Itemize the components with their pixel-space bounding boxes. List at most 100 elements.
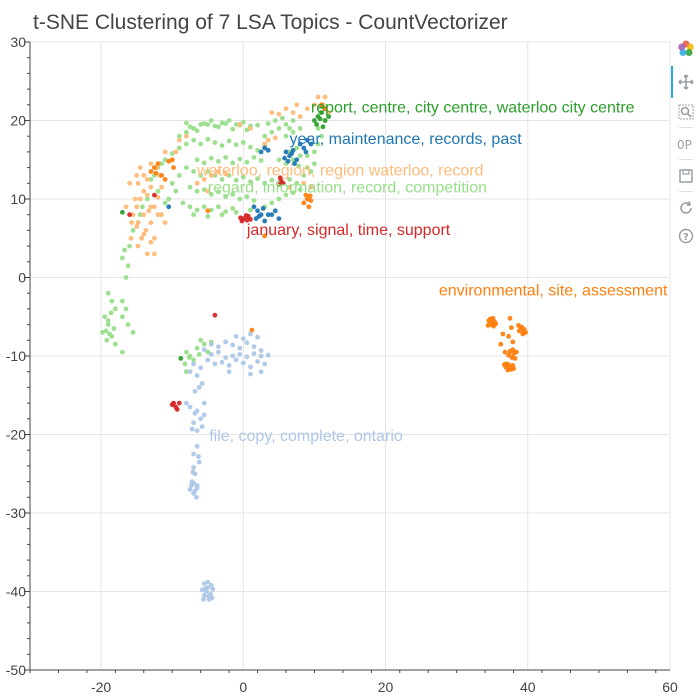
data-point xyxy=(219,359,225,365)
data-point xyxy=(152,192,157,198)
data-point xyxy=(244,354,250,360)
data-point xyxy=(308,184,314,190)
data-point xyxy=(148,169,154,174)
data-point xyxy=(262,180,268,186)
data-point xyxy=(319,133,324,139)
data-point xyxy=(141,173,147,178)
data-point xyxy=(294,102,300,108)
data-point xyxy=(105,322,111,327)
data-point xyxy=(219,143,225,149)
data-point xyxy=(223,194,229,200)
data-point xyxy=(212,140,218,145)
data-point xyxy=(162,149,168,155)
data-point xyxy=(276,216,282,222)
data-point xyxy=(240,119,246,125)
data-point xyxy=(237,345,243,351)
data-point xyxy=(144,196,150,202)
reset-tool-icon[interactable] xyxy=(675,197,697,219)
data-points xyxy=(100,94,528,602)
data-point xyxy=(152,251,157,257)
data-point xyxy=(262,361,268,367)
x-tick-label: -20 xyxy=(91,679,111,695)
data-point xyxy=(262,145,268,151)
data-point xyxy=(255,359,260,364)
data-point xyxy=(191,420,197,426)
data-point xyxy=(194,157,200,163)
data-point xyxy=(514,349,519,355)
data-point xyxy=(304,153,310,159)
data-point xyxy=(192,488,198,494)
data-point xyxy=(123,204,129,210)
data-point xyxy=(244,159,250,165)
data-point xyxy=(201,177,207,182)
pan-tool-icon[interactable] xyxy=(675,71,697,93)
data-point xyxy=(176,145,182,151)
data-point xyxy=(251,344,257,349)
data-point xyxy=(105,290,111,296)
data-point xyxy=(248,207,253,213)
box-zoom-tool-icon[interactable] xyxy=(675,101,697,123)
data-point xyxy=(205,349,211,355)
data-point xyxy=(205,122,211,127)
data-point xyxy=(196,385,202,390)
data-point xyxy=(194,428,200,433)
data-point xyxy=(169,151,175,156)
data-point xyxy=(240,140,246,145)
data-point xyxy=(251,155,257,160)
data-point xyxy=(490,315,496,321)
data-point xyxy=(134,173,140,178)
data-point xyxy=(251,204,257,210)
data-point xyxy=(141,212,147,218)
data-point xyxy=(290,190,296,196)
data-point xyxy=(276,111,282,117)
data-point xyxy=(262,133,268,139)
wheel-zoom-tool-icon[interactable]: 0P xyxy=(675,133,697,155)
data-point xyxy=(485,323,491,328)
data-point xyxy=(290,157,296,163)
data-point xyxy=(137,165,143,171)
data-point xyxy=(319,102,324,108)
data-point xyxy=(184,349,189,355)
data-point xyxy=(248,144,253,150)
data-point xyxy=(276,196,282,202)
data-point xyxy=(201,581,207,586)
data-point xyxy=(112,341,118,347)
data-point xyxy=(135,180,141,186)
data-point xyxy=(184,369,189,375)
data-point xyxy=(319,110,324,115)
data-point xyxy=(301,180,307,186)
data-point xyxy=(208,582,214,588)
data-point xyxy=(176,400,182,406)
data-point xyxy=(255,122,260,128)
data-point xyxy=(196,454,201,459)
data-point xyxy=(248,125,253,131)
data-point xyxy=(287,177,292,182)
data-point xyxy=(317,116,323,122)
data-point xyxy=(152,204,157,210)
data-point xyxy=(280,115,285,121)
cluster-label: january, signal, time, support xyxy=(246,222,451,239)
data-point xyxy=(498,341,504,347)
data-point xyxy=(120,298,125,304)
y-tick-label: -30 xyxy=(6,505,26,521)
data-point xyxy=(135,220,141,226)
toolbar-divider xyxy=(679,159,693,160)
data-point xyxy=(125,322,131,327)
data-point xyxy=(255,176,260,182)
data-point xyxy=(205,208,211,214)
data-point xyxy=(208,352,214,357)
data-point xyxy=(194,180,200,186)
y-tick-label: 30 xyxy=(10,34,26,50)
data-point xyxy=(506,362,511,367)
help-tool-icon[interactable]: ? xyxy=(675,225,697,247)
data-point xyxy=(194,373,200,378)
data-point xyxy=(237,352,243,357)
data-point xyxy=(111,326,117,331)
save-tool-icon[interactable] xyxy=(675,165,697,187)
data-point xyxy=(127,180,132,186)
data-point xyxy=(226,363,232,368)
data-point xyxy=(322,118,328,123)
data-point xyxy=(308,141,314,147)
data-point xyxy=(148,220,154,226)
